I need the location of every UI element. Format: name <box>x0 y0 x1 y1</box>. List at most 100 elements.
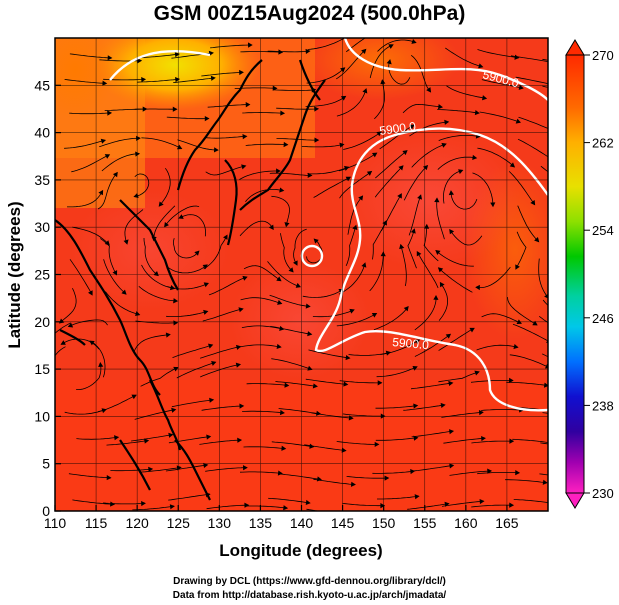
streamline-arrowhead <box>542 479 548 485</box>
streamline <box>515 76 548 85</box>
streamline <box>518 116 548 129</box>
streamline-arrowhead <box>67 322 74 328</box>
streamline-arrowhead <box>374 441 380 447</box>
streamline <box>538 315 548 324</box>
streamline <box>306 67 345 84</box>
streamline-arrowhead <box>458 169 464 175</box>
streamline <box>477 147 515 168</box>
streamline <box>101 153 140 172</box>
streamline <box>470 380 513 383</box>
streamline <box>445 47 483 68</box>
streamline-arrowhead <box>349 308 355 314</box>
streamline-arrowhead <box>172 106 178 112</box>
streamline <box>134 409 176 420</box>
streamline <box>103 259 127 295</box>
y-tick-label: 10 <box>34 408 50 424</box>
streamline <box>443 437 486 444</box>
streamline-arrowhead <box>131 394 137 400</box>
streamline <box>347 195 363 235</box>
streamline <box>245 143 288 146</box>
streamline <box>481 79 524 89</box>
streamline <box>438 135 481 141</box>
streamline-arrowhead <box>208 343 214 349</box>
streamline <box>202 308 243 322</box>
streamline <box>438 267 473 293</box>
streamline <box>517 138 548 158</box>
streamline <box>437 109 480 114</box>
streamline-arrowhead <box>388 44 394 49</box>
streamline-arrowhead <box>288 267 294 273</box>
streamline <box>335 49 367 80</box>
streamline <box>339 171 372 199</box>
streamline-arrowhead <box>380 503 386 509</box>
streamline-arrowhead <box>174 51 180 58</box>
streamline <box>435 250 474 267</box>
streamline-arrowhead <box>106 475 112 481</box>
streamline-arrowhead <box>158 201 164 207</box>
contour-5900-north <box>109 38 548 101</box>
streamline-arrowhead <box>409 124 415 130</box>
streamline-arrowhead <box>204 116 210 122</box>
streamline <box>68 473 111 479</box>
y-tick-label: 5 <box>42 456 50 472</box>
streamline <box>509 354 548 368</box>
streamline-arrowhead <box>530 199 536 206</box>
streamline <box>241 325 284 330</box>
streamline-arrowhead <box>487 468 493 474</box>
streamline <box>140 367 179 387</box>
streamline-arrowhead <box>211 360 217 366</box>
colorbar-label: 254 <box>592 223 614 238</box>
streamline <box>305 95 346 107</box>
streamline-arrowhead <box>515 118 521 124</box>
streamline <box>449 470 492 476</box>
streamline-arrowhead <box>414 494 420 500</box>
streamline-arrowhead <box>175 76 181 83</box>
streamline <box>153 205 176 241</box>
streamline <box>471 440 514 444</box>
streamline <box>76 362 102 390</box>
streamline-arrowhead <box>382 220 387 226</box>
contour-label: 5900.0 <box>378 119 417 138</box>
streamline <box>336 441 379 445</box>
streamline-arrowhead <box>439 281 445 288</box>
streamline <box>302 289 344 298</box>
streamline <box>508 171 536 205</box>
x-tick-label: 150 <box>372 515 396 531</box>
x-tick-label: 165 <box>495 515 519 531</box>
streamline <box>60 338 100 350</box>
streamline <box>243 265 282 282</box>
streamline-arrowhead <box>235 344 242 350</box>
streamline <box>307 38 346 50</box>
streamline <box>103 502 146 505</box>
streamline <box>539 473 548 476</box>
streamline-arrowhead <box>202 264 208 270</box>
streamline <box>442 169 463 204</box>
contour-label: 5900.0 <box>392 335 430 352</box>
streamline <box>206 504 249 510</box>
streamline <box>172 344 213 358</box>
streamline-arrowhead <box>509 438 515 444</box>
streamline <box>69 112 112 115</box>
streamline-arrowhead <box>441 142 447 148</box>
streamline-arrowhead <box>474 370 480 376</box>
streamline-arrowhead <box>283 505 289 511</box>
streamline-arrowhead <box>417 194 423 200</box>
streamline-arrowhead <box>508 377 514 384</box>
streamline-arrowhead <box>164 221 169 228</box>
streamline-arrowhead <box>107 110 113 116</box>
streamline <box>164 205 200 227</box>
streamline-arrowhead <box>102 80 108 86</box>
streamline <box>171 399 214 408</box>
streamline-arrowhead <box>554 129 558 133</box>
streamline <box>273 89 316 91</box>
streamline-arrowhead <box>378 29 382 32</box>
streamline-arrowhead <box>478 409 484 416</box>
streamline-arrowhead <box>413 403 419 409</box>
streamline <box>242 410 285 414</box>
x-tick-label: 115 <box>85 515 108 531</box>
streamline-arrowhead <box>165 332 171 338</box>
y-tick-label: 45 <box>34 77 50 93</box>
streamline <box>141 137 182 149</box>
streamline <box>379 124 415 150</box>
x-tick-label: 140 <box>290 515 314 531</box>
